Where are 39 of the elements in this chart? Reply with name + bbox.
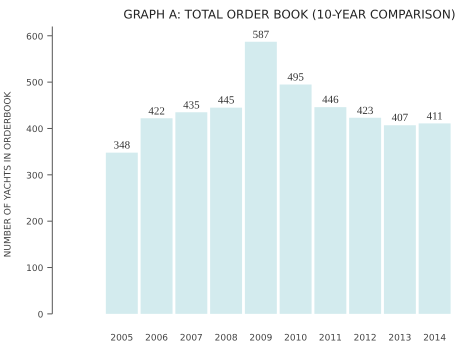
y-tick-label: 500 [26, 78, 44, 89]
x-tick-label: 2008 [214, 334, 238, 343]
x-tick-label: 2011 [318, 334, 342, 343]
x-tick-label: 2006 [145, 334, 168, 343]
bar [106, 152, 138, 314]
data-label: 587 [252, 28, 270, 41]
y-tick-label: 200 [26, 218, 44, 228]
x-tick-label: 2007 [180, 334, 203, 343]
y-tick-label: 400 [26, 124, 44, 135]
y-tick-label: 300 [26, 171, 44, 182]
bar [314, 107, 346, 314]
data-label: 446 [322, 94, 340, 106]
bar [384, 125, 416, 314]
bar [418, 123, 451, 314]
bar [280, 84, 312, 314]
data-label: 407 [392, 112, 409, 124]
chart-title: GRAPH A: TOTAL ORDER BOOK (10-YEAR COMPARISON) [123, 8, 456, 22]
x-tick-label: 2005 [110, 334, 134, 343]
y-tick-label: 600 [26, 32, 44, 42]
bar [175, 112, 208, 314]
data-label: 423 [356, 104, 374, 117]
y-tick-label: 100 [26, 264, 44, 274]
bar [349, 118, 382, 314]
x-tick-label: 2014 [423, 334, 446, 343]
x-tick-label: 2012 [354, 334, 377, 343]
data-label: 348 [114, 140, 131, 152]
x-tick-label: 2009 [249, 334, 273, 343]
x-tick-label: 2010 [284, 334, 308, 343]
data-label: 445 [218, 94, 235, 107]
bar [210, 108, 242, 314]
bar [244, 42, 277, 314]
data-label: 422 [148, 105, 165, 118]
y-axis-title: NUMBER OF YACHTS IN ORDERBOOK [4, 90, 14, 258]
bar [140, 118, 173, 314]
data-label: 411 [426, 110, 443, 122]
data-label: 435 [183, 99, 200, 112]
x-tick-label: 2013 [388, 334, 412, 343]
data-label: 495 [287, 71, 304, 84]
y-tick-label: 0 [38, 310, 44, 320]
